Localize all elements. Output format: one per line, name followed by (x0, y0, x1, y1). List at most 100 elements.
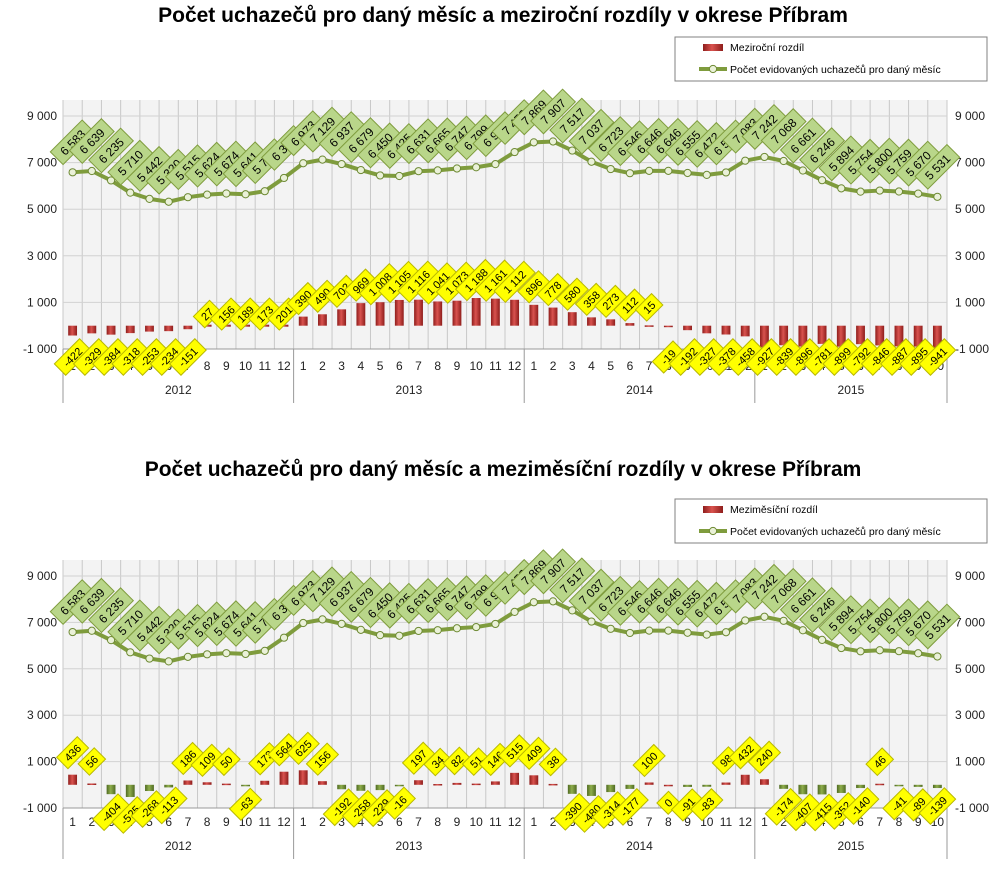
bar (452, 782, 462, 785)
bar (875, 325, 885, 346)
x-year-label: 2014 (626, 839, 653, 853)
bar (241, 784, 250, 787)
y-tick-label-left: 9 000 (27, 109, 57, 123)
line-point (106, 636, 116, 645)
line-point (721, 628, 731, 637)
bar-data-label: 46 (865, 747, 895, 777)
line-point (837, 643, 846, 653)
x-month-label: 6 (396, 359, 403, 373)
line-point (433, 166, 442, 175)
bar-data-label-box (493, 260, 536, 304)
bar (183, 780, 193, 785)
line-point (356, 165, 365, 175)
bar-data-label-box (382, 786, 416, 820)
line-point (222, 189, 231, 198)
bar (702, 784, 712, 787)
x-month-label: 5 (146, 815, 153, 829)
y-tick-label-right: 1 000 (955, 295, 985, 309)
bar-data-label-box (728, 736, 762, 770)
line-point (568, 146, 577, 155)
bar (894, 325, 904, 347)
y-tick-label-left: 5 000 (27, 202, 57, 216)
line-data-label-box (530, 88, 577, 135)
line-data-label-box (530, 548, 577, 595)
bar-data-label: -174 (764, 787, 803, 826)
x-month-label: 9 (915, 815, 922, 829)
bar (548, 783, 558, 786)
line-point (260, 187, 269, 196)
bar (721, 782, 731, 785)
bar (760, 779, 769, 785)
line-point (548, 137, 558, 146)
bar-data-label-box (286, 281, 320, 316)
x-month-label: 1 (530, 359, 537, 373)
bar (567, 312, 577, 326)
x-month-label: 11 (259, 815, 272, 829)
line-point (299, 159, 308, 168)
x-month-label: 12 (508, 359, 522, 373)
x-month-label: 7 (415, 815, 422, 829)
line-point (87, 626, 96, 635)
bar (279, 771, 289, 785)
line-point (491, 619, 500, 629)
bar (337, 784, 347, 790)
x-month-label: 7 (415, 359, 422, 373)
bar (817, 784, 827, 795)
x-month-label: 6 (627, 815, 634, 829)
line-point (414, 626, 423, 636)
bar (298, 770, 308, 785)
bar-data-label-box (190, 743, 224, 777)
bar (721, 325, 731, 335)
x-month-label: 8 (204, 359, 211, 373)
line-point (510, 607, 519, 616)
bar (606, 784, 616, 793)
line-point (625, 628, 635, 638)
bar-data-label: -16 (382, 786, 416, 820)
bar-data-label-box (632, 743, 666, 778)
line-point (452, 624, 462, 633)
bar-data-label: 38 (538, 747, 568, 777)
line-point (260, 646, 269, 655)
bar-data-label: 15 (634, 292, 664, 322)
bar-data-label-box (77, 747, 107, 776)
x-month-label: 7 (646, 815, 653, 829)
x-month-label: 11 (720, 815, 733, 829)
line-point (529, 598, 538, 607)
bar (644, 782, 654, 785)
line-point (375, 171, 385, 180)
y-tick-label-left: 9 000 (27, 569, 57, 583)
chart-svg-monthly: 9 000 9 000 7 000 7 000 5 000 5 000 3 000 3 000… (23, 498, 989, 859)
x-month-label: 1 (69, 815, 76, 829)
x-month-label: 2 (88, 815, 95, 829)
bar (202, 782, 212, 785)
bar-data-label-box (461, 747, 491, 777)
x-month-label: 7 (646, 359, 653, 373)
line-point (183, 652, 193, 661)
bar-data-label-box (841, 787, 880, 825)
bar (683, 325, 692, 331)
line-point (683, 168, 692, 178)
x-month-label: 8 (434, 815, 441, 829)
bar (318, 314, 327, 326)
bar (625, 323, 635, 326)
bar (625, 784, 635, 789)
line-point (760, 612, 769, 621)
bar (836, 784, 846, 793)
line-data-label-box (68, 118, 115, 164)
bar (567, 784, 577, 794)
line-point (875, 646, 884, 655)
x-month-label: 9 (454, 359, 461, 373)
line-point (414, 167, 423, 176)
bar (356, 303, 366, 326)
bar (164, 784, 174, 788)
x-month-label: 2 (550, 815, 557, 829)
x-month-label: 3 (569, 359, 576, 373)
x-month-label: 7 (185, 815, 192, 829)
y-tick-label-left: 7 000 (27, 615, 57, 629)
bar (740, 325, 750, 337)
bar (221, 783, 231, 786)
line-point (587, 617, 596, 626)
x-month-label: 11 (489, 815, 502, 829)
line-point (741, 156, 750, 165)
line-data-label-box (799, 127, 846, 174)
